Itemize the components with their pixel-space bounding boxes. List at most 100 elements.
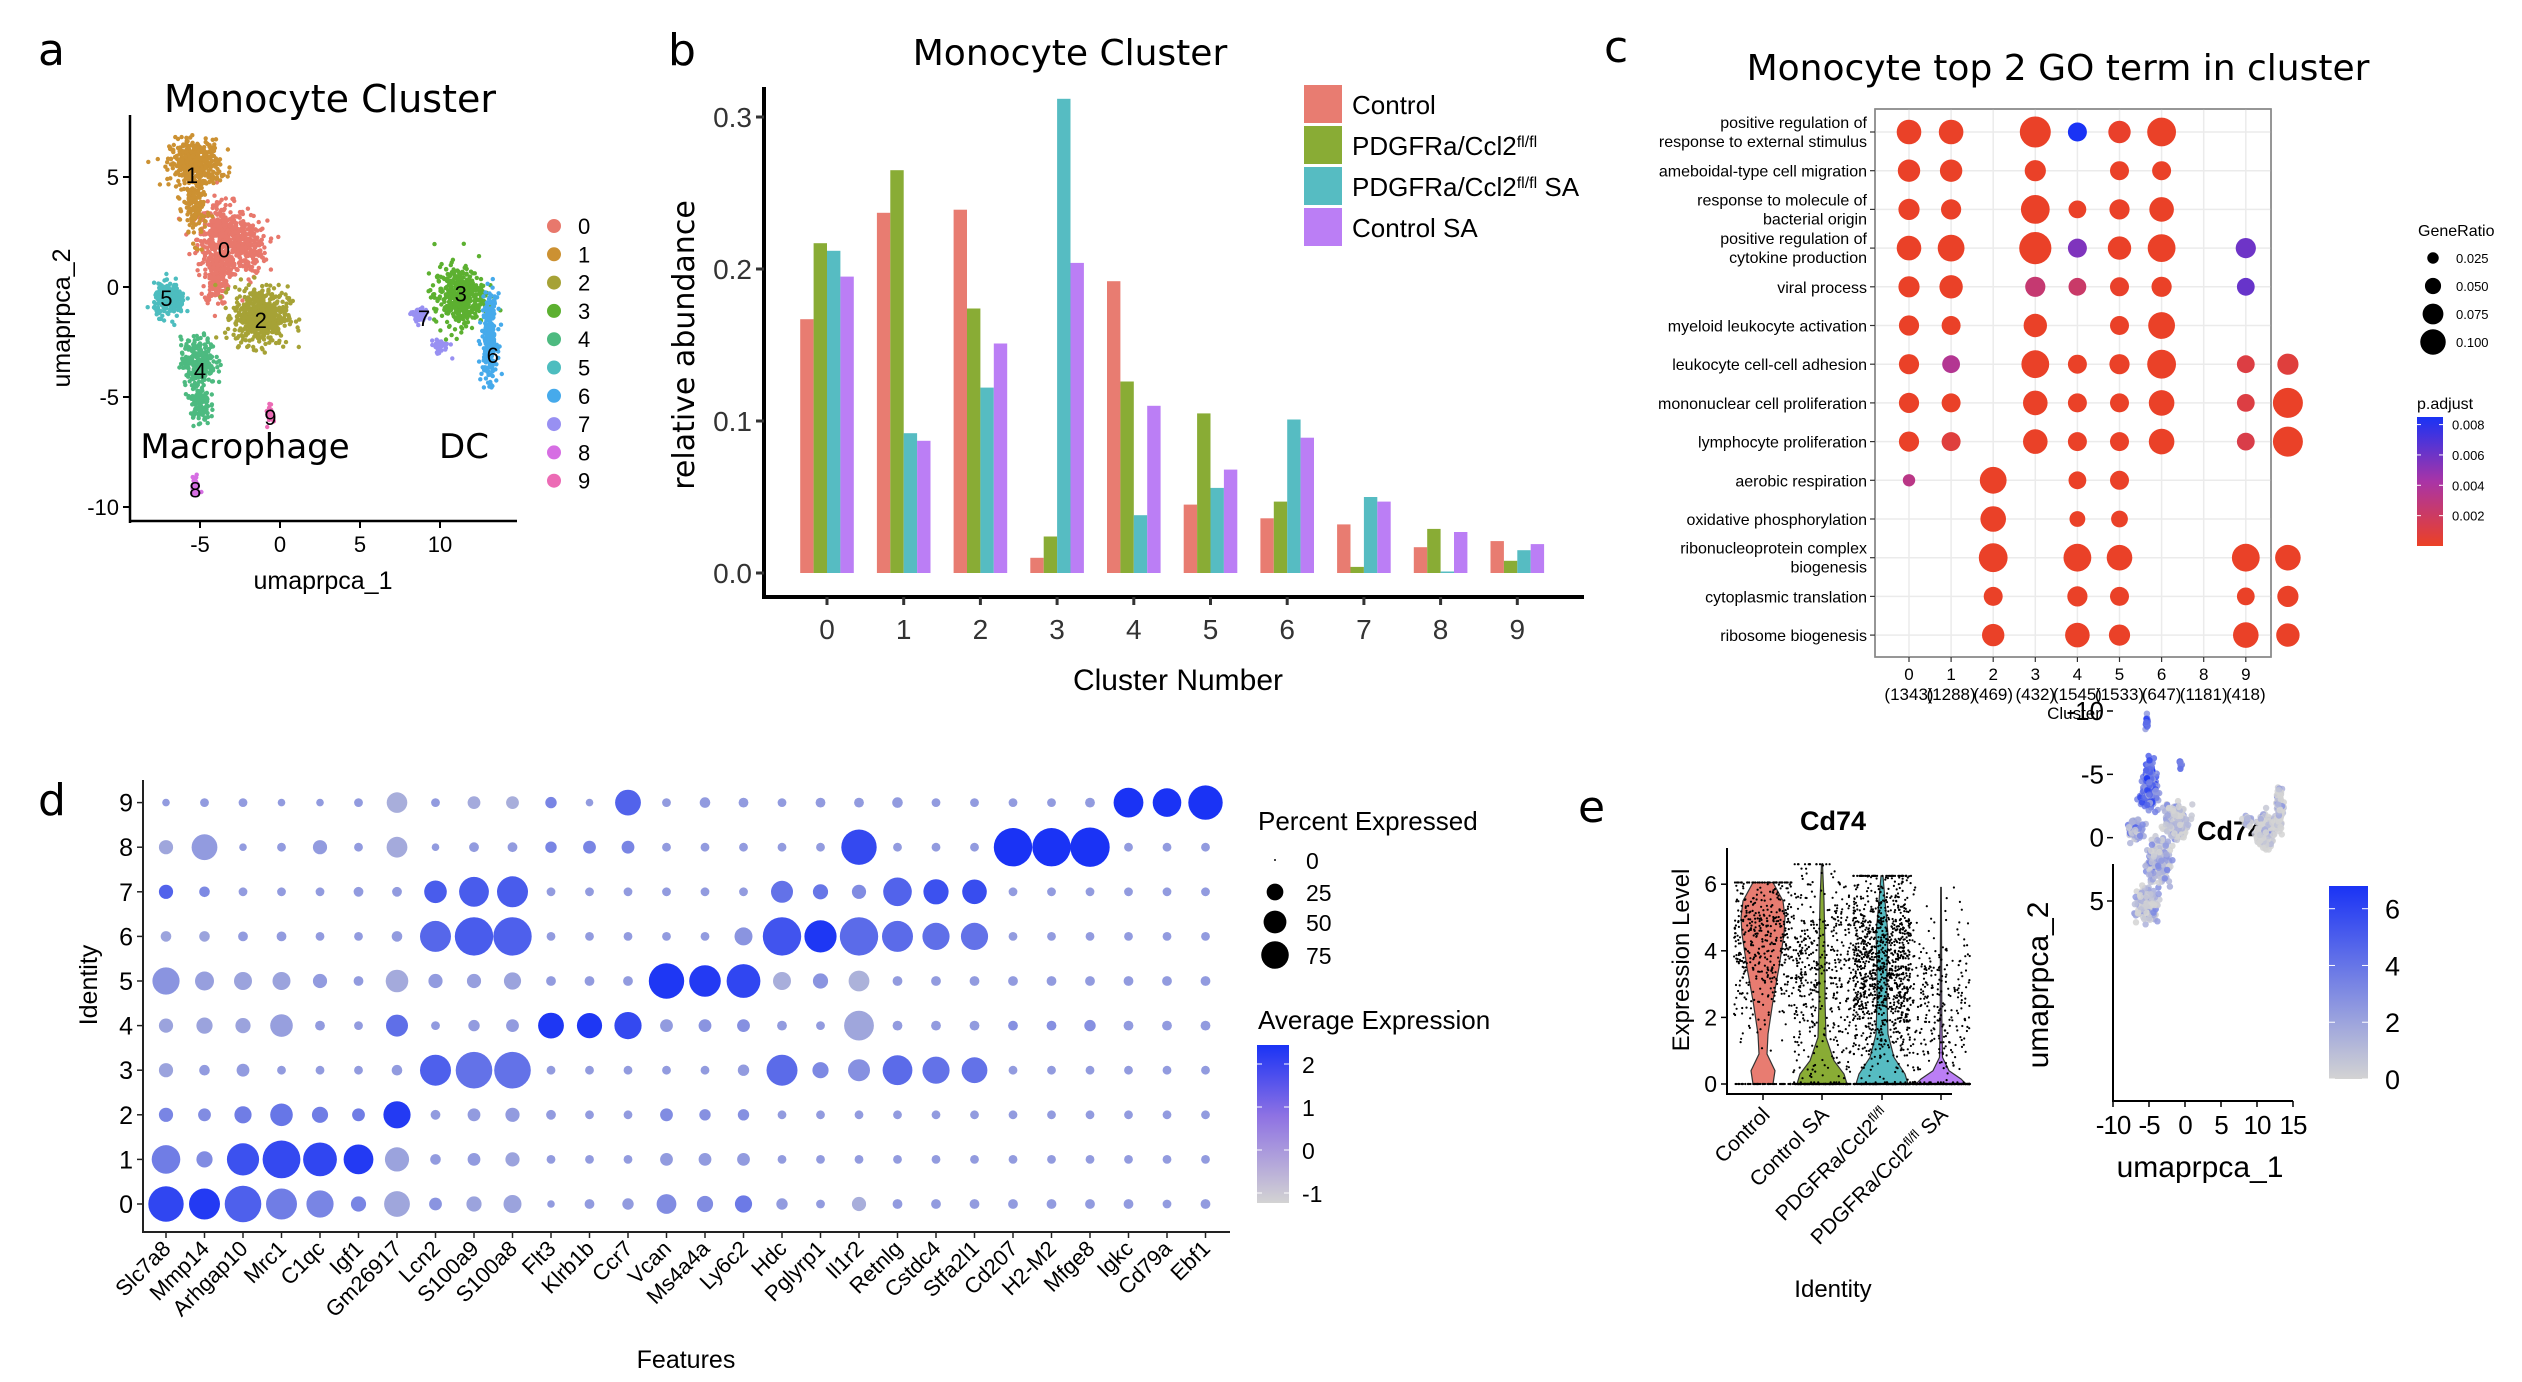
expression-dot — [689, 965, 721, 997]
umap-point-cluster-5 — [174, 286, 179, 291]
go-dot — [2068, 471, 2087, 490]
expression-dot — [546, 1155, 556, 1164]
umap-point-cluster-2 — [246, 318, 252, 323]
size-legend-label: 0.050 — [2456, 279, 2489, 294]
go-dot — [2272, 426, 2303, 457]
violin-point — [1811, 881, 1814, 884]
violin-point — [1786, 905, 1790, 908]
violin-point — [1769, 977, 1772, 980]
umap-point-cluster-3 — [432, 292, 437, 297]
umap-point-cluster-3 — [469, 325, 475, 331]
umap-point-cluster-6 — [476, 338, 482, 344]
umap-point-cluster-0 — [256, 219, 261, 225]
violin-point — [1798, 1030, 1801, 1033]
expression-dot — [1085, 797, 1095, 808]
umap-point-cluster-1 — [184, 149, 189, 154]
expression-dot — [622, 1198, 634, 1210]
go-dot — [1941, 316, 1961, 335]
x-tick-label: 7 — [1356, 614, 1372, 645]
umap-point-cluster-1 — [170, 166, 175, 171]
cluster-label: 7 — [418, 306, 430, 331]
bar-cluster-0-0 — [800, 319, 814, 573]
umap-point-cluster-3 — [478, 285, 483, 291]
violin-point — [1757, 947, 1761, 950]
violin-point — [1829, 1038, 1832, 1041]
bar-cluster-1-3 — [917, 440, 931, 573]
violin-point — [1770, 980, 1773, 983]
umap-point-cluster-1 — [197, 203, 202, 208]
violin-point — [1767, 931, 1770, 934]
expression-dot — [585, 1155, 594, 1164]
umap-point-cluster-0 — [221, 223, 226, 228]
umap-point-cluster-2 — [261, 337, 267, 342]
umap-point-cluster-5 — [151, 305, 157, 310]
y-tick-label: 5 — [119, 968, 133, 996]
expression-dot — [277, 887, 286, 897]
violin-point — [1775, 977, 1778, 981]
average-expression-colorbar — [1257, 1045, 1289, 1203]
violin-point — [1735, 1082, 1738, 1086]
umap-point-cluster-3 — [462, 265, 467, 270]
expression-dot — [1047, 798, 1056, 807]
expression-dot — [1008, 976, 1018, 986]
size-legend-dot — [1261, 941, 1289, 969]
umap-point-cluster-4 — [182, 380, 187, 385]
legend-label: 7 — [578, 412, 590, 437]
violin-point — [1747, 929, 1750, 933]
umap-point-cluster-0 — [265, 218, 270, 223]
go-dot — [1896, 235, 1922, 261]
violin-point — [1758, 924, 1761, 928]
violin-point — [1769, 943, 1772, 946]
violin-point — [1781, 910, 1784, 913]
expression-dot — [662, 842, 671, 852]
violin-point — [1760, 891, 1763, 894]
umap-point-cluster-4 — [191, 414, 196, 420]
violin-point — [1806, 928, 1809, 932]
expression-dot — [700, 1065, 710, 1075]
go-dot — [1897, 159, 1921, 182]
umap-point-cluster-3 — [478, 297, 484, 303]
umap-point-cluster-2 — [225, 286, 231, 292]
violin-point — [1787, 920, 1790, 923]
umap-point-cluster-2 — [281, 315, 287, 321]
umap-point-cluster-1 — [186, 192, 192, 197]
cluster-label: 5 — [160, 286, 172, 311]
umap-point-cluster-2 — [251, 293, 256, 299]
expression-dot — [1047, 1155, 1056, 1164]
violin-point — [1794, 1040, 1797, 1043]
umap-point-cluster-1 — [208, 165, 213, 170]
panel-c-go-dotplot: Monocyte top 2 GO term in clusterpositiv… — [1658, 48, 2495, 723]
umap-point-cluster-3 — [447, 283, 453, 288]
umap-point-cluster-0 — [238, 251, 244, 256]
violin-point — [1763, 1023, 1766, 1026]
violin-point — [1776, 896, 1779, 899]
umap-point-cluster-7 — [450, 356, 455, 361]
umap-point-cluster-0 — [248, 242, 253, 247]
umap-point-cluster-6 — [476, 359, 482, 364]
umap-point-cluster-4 — [179, 337, 184, 342]
expression-dot — [391, 931, 403, 942]
violin-point — [1751, 966, 1754, 969]
expression-dot — [158, 840, 174, 855]
expression-dot — [430, 1154, 441, 1165]
violin-point — [1828, 962, 1831, 965]
expression-dot — [739, 842, 748, 852]
umap-point-cluster-4 — [201, 332, 207, 338]
size-legend-title: Percent Expressed — [1258, 806, 1478, 836]
y-axis-label: Identity — [75, 944, 103, 1025]
umap-point-cluster-0 — [200, 241, 205, 246]
expression-dot — [660, 1153, 673, 1166]
go-dot — [1980, 506, 2006, 532]
y-tick-label: 6 — [1704, 871, 1717, 897]
violin-point — [1787, 917, 1790, 921]
umap-point-cluster-3 — [456, 310, 462, 315]
legend-swatch — [547, 247, 561, 262]
violin-point — [1784, 958, 1787, 961]
violin-point — [1801, 952, 1804, 955]
umap-point-cluster-0 — [229, 216, 234, 221]
violin-point — [1774, 990, 1777, 994]
umap-point-cluster-0 — [243, 264, 248, 270]
expression-dot — [1188, 785, 1223, 820]
violin-point — [1834, 904, 1837, 907]
umap-point-cluster-2 — [236, 312, 242, 317]
